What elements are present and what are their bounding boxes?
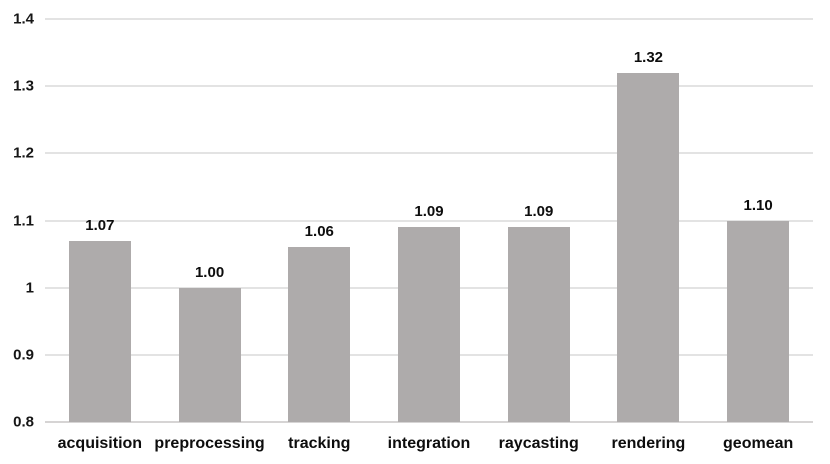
bar-raycasting xyxy=(507,227,570,422)
bar-acquisition xyxy=(68,240,131,422)
bar-rendering xyxy=(617,72,680,422)
y-tick-label: 1.1 xyxy=(13,212,34,229)
gridline xyxy=(45,18,813,20)
gridline xyxy=(45,219,813,222)
category-label-tracking: tracking xyxy=(288,435,351,452)
x-axis-baseline xyxy=(45,421,813,423)
bar-preprocessing xyxy=(178,287,241,422)
y-tick-label: 1 xyxy=(25,279,34,297)
category-label-acquisition: acquisition xyxy=(57,435,143,452)
category-label-integration: integration xyxy=(387,435,471,452)
bar-integration xyxy=(398,227,460,422)
y-tick-label: 1.2 xyxy=(13,144,34,162)
bar-value-label: 1.07 xyxy=(85,216,115,234)
y-tick-label: 1.3 xyxy=(13,77,34,95)
bar-value-label: 1.10 xyxy=(743,196,773,214)
y-tick-label: 0.8 xyxy=(13,413,34,431)
category-label-preprocessing: preprocessing xyxy=(154,435,265,452)
category-label-rendering: rendering xyxy=(611,435,686,452)
bar-value-label: 1.00 xyxy=(194,263,225,281)
bar-value-label: 1.06 xyxy=(304,223,334,241)
gridline xyxy=(45,152,813,155)
bar-value-label: 1.32 xyxy=(633,48,664,66)
gridline xyxy=(45,85,813,88)
category-label-geomean: geomean xyxy=(723,435,794,452)
bar-value-label: 1.09 xyxy=(524,203,554,221)
y-tick-label: 1.4 xyxy=(13,10,34,28)
bar-value-label: 1.09 xyxy=(414,203,444,221)
bar-tracking xyxy=(288,247,351,422)
category-label-raycasting: raycasting xyxy=(498,435,579,452)
y-tick-label: 0.9 xyxy=(13,346,34,364)
bar-geomean xyxy=(727,220,790,422)
